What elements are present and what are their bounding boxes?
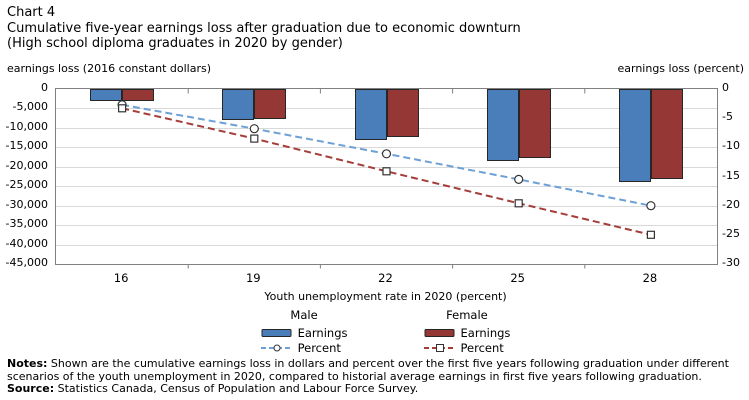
secondary-y-axis-tick-label: -15 — [722, 168, 740, 182]
chart-number: Chart 4 — [7, 5, 56, 20]
square-marker — [514, 199, 523, 208]
source-body: Statistics Canada, Census of Population … — [54, 382, 419, 396]
female-percent-swatch-icon — [423, 343, 456, 352]
y-axis-tick-label: -15,000 — [5, 139, 48, 153]
legend-male-header: Male — [290, 308, 318, 322]
female-earnings-bar — [386, 89, 419, 137]
male-earnings-bar — [618, 89, 651, 183]
y-axis-tick-label: -30,000 — [5, 197, 48, 211]
female-earnings-bar — [254, 89, 287, 119]
y-axis-tick-label: -5,000 — [12, 100, 48, 114]
legend-female-earnings: Earnings — [424, 325, 511, 340]
plot-area — [55, 88, 718, 269]
x-axis-tick-label: 28 — [642, 271, 658, 285]
legend-column-female: Female Earnings Percent — [423, 308, 511, 355]
male-percent-swatch-icon — [260, 344, 293, 351]
right-axis-unit-label: earnings loss (percent) — [617, 62, 744, 75]
y-axis-tick-label: -10,000 — [5, 119, 48, 133]
square-marker — [117, 104, 127, 113]
circle-marker — [646, 201, 656, 211]
female-earnings-swatch-icon — [424, 328, 454, 337]
notes-block: Notes: Shown are the cumulative earnings… — [7, 357, 744, 396]
gridline — [56, 186, 717, 188]
secondary-y-axis-tick-label: -30 — [722, 256, 740, 269]
source-label: Source: — [7, 382, 55, 396]
legend-male-percent-label: Percent — [297, 340, 341, 355]
gridline — [56, 205, 717, 207]
x-axis-tick-label: 19 — [245, 271, 261, 285]
gridline — [56, 147, 717, 149]
secondary-y-axis-tick-label: -10 — [722, 139, 740, 153]
legend-female-percent-label: Percent — [460, 340, 504, 355]
gridline — [56, 225, 717, 227]
legend-female-earnings-label: Earnings — [460, 325, 511, 340]
notes-text: Notes: Shown are the cumulative earnings… — [7, 357, 744, 383]
square-marker — [646, 230, 656, 239]
secondary-y-axis-tick-label: 0 — [722, 81, 729, 94]
chart-title: Cumulative five-year earnings loss after… — [7, 20, 521, 36]
x-axis-tick-label: 16 — [113, 271, 129, 285]
female-earnings-bar — [122, 89, 155, 101]
x-axis-tick-label: 25 — [510, 271, 525, 285]
square-marker — [250, 134, 259, 143]
square-marker — [382, 167, 391, 176]
male-earnings-bar — [354, 89, 387, 140]
female-percent-line — [121, 107, 652, 236]
y-axis-tick-label: 0 — [41, 81, 48, 94]
circle-marker — [514, 174, 524, 185]
legend-male-percent: Percent — [260, 340, 348, 355]
gridline — [56, 244, 717, 246]
secondary-y-axis-tick-label: -20 — [722, 197, 740, 211]
y-axis-tick-label: -35,000 — [5, 217, 48, 231]
secondary-y-axis-tick-label: -25 — [722, 226, 740, 240]
female-earnings-bar — [650, 89, 683, 180]
chart-subtitle: (High school diploma graduates in 2020 b… — [7, 36, 343, 51]
x-axis-title: Youth unemployment rate in 2020 (percent… — [264, 290, 507, 303]
left-axis-unit-label: earnings loss (2016 constant dollars) — [7, 62, 211, 75]
legend-female-percent: Percent — [423, 340, 511, 355]
male-earnings-bar — [90, 89, 123, 101]
x-axis-tick-label: 22 — [378, 271, 393, 285]
y-axis-tick-label: -45,000 — [5, 256, 48, 269]
male-earnings-bar — [486, 89, 519, 161]
legend-male-earnings: Earnings — [261, 325, 348, 340]
y-axis-tick-label: -25,000 — [5, 178, 48, 192]
source-text: Source: Statistics Canada, Census of Pop… — [7, 382, 744, 396]
y-axis-tick-label: -40,000 — [5, 236, 48, 250]
legend-female-header: Female — [446, 308, 488, 322]
legend-male-earnings-label: Earnings — [297, 325, 348, 340]
male-earnings-swatch-icon — [261, 328, 292, 337]
notes-label: Notes: — [7, 357, 48, 370]
legend-column-male: Male Earnings Percent — [260, 308, 348, 355]
plot-overlay — [117, 89, 656, 269]
circle-marker — [381, 149, 392, 159]
notes-body: Shown are the cumulative earnings loss i… — [7, 357, 729, 383]
y-axis-tick-label: -20,000 — [5, 158, 48, 172]
male-earnings-bar — [222, 89, 255, 121]
female-earnings-bar — [518, 89, 551, 159]
legend: Male Earnings Percent Female — [55, 308, 716, 355]
chart-title-block: Chart 4 Cumulative five-year earnings lo… — [7, 5, 521, 52]
circle-marker — [249, 124, 259, 134]
secondary-y-axis-tick-label: -5 — [722, 110, 733, 124]
